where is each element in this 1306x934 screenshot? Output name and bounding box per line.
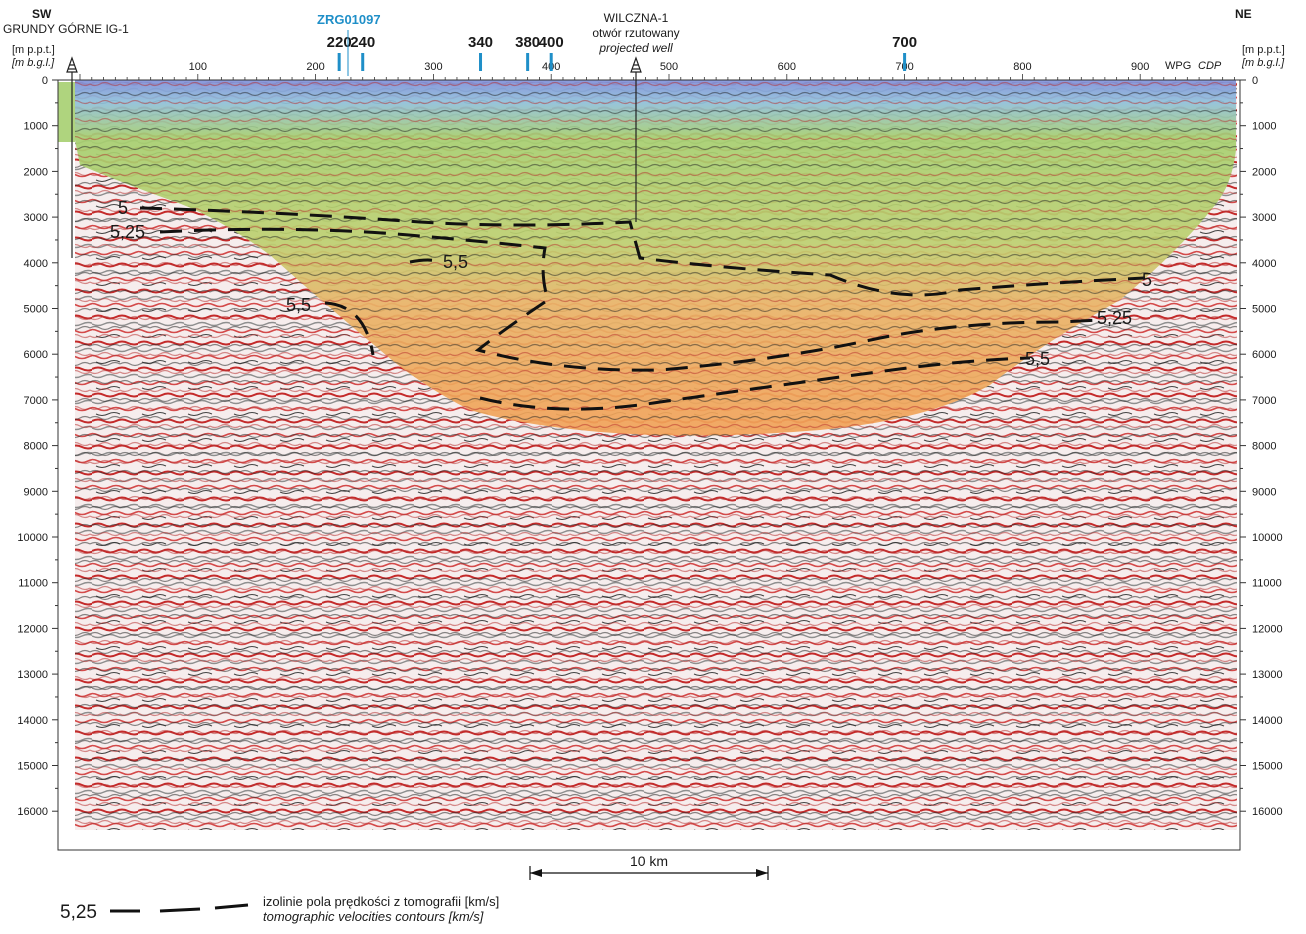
center-well-en: projected well <box>598 41 673 55</box>
depth-axis-left: 0 1000 2000 3000 4000 5000 6000 7000 8000 9000 100… <box>17 75 58 818</box>
depth-tick-left: 10000 <box>17 532 48 544</box>
depth-tick-right: 3000 <box>1252 212 1276 224</box>
cdp-wpg-label: WPG <box>1165 60 1191 72</box>
depth-tick-right: 14000 <box>1252 715 1283 727</box>
crossing-marker-label: 220 <box>327 34 352 51</box>
crossing-marker-tick <box>479 53 483 71</box>
contour-label-525-left: 5,25 <box>110 222 145 242</box>
crossing-marker-label: 240 <box>350 34 375 51</box>
contour-5-5-upper <box>409 258 441 264</box>
depth-tick-right: 12000 <box>1252 623 1283 635</box>
contour-5-25 <box>159 227 1101 372</box>
crossing-marker-tick <box>526 53 530 71</box>
contour-label-55-left: 5,5 <box>286 295 311 315</box>
depth-tick-right: 10000 <box>1252 532 1283 544</box>
crossing-marker-label: 340 <box>468 34 493 51</box>
crossing-marker-label: 400 <box>539 34 564 51</box>
depth-tick-right: 16000 <box>1252 806 1283 818</box>
depth-tick-left: 7000 <box>24 395 48 407</box>
left-well-name: GRUNDY GÓRNE IG-1 <box>3 21 129 36</box>
legend: 5,25 izolinie pola prędkości z tomografi… <box>60 894 499 924</box>
depth-tick-left: 6000 <box>24 349 48 361</box>
depth-axis-right: 0 1000 2000 3000 4000 5000 6000 7000 8000 9000 100… <box>1240 75 1283 818</box>
depth-tick-right: 13000 <box>1252 669 1283 681</box>
depth-tick-left: 3000 <box>24 212 48 224</box>
velocity-contours <box>139 206 1146 411</box>
depth-tick-right: 6000 <box>1252 349 1276 361</box>
cdp-tick-label: 900 <box>1131 61 1149 73</box>
depth-tick-right: 9000 <box>1252 486 1276 498</box>
cdp-tick-label: 300 <box>424 61 442 73</box>
depth-tick-right: 7000 <box>1252 395 1276 407</box>
depth-tick-right: 11000 <box>1252 578 1282 590</box>
legend-sample-value: 5,25 <box>60 902 97 923</box>
center-well-pl: otwór rzutowany <box>592 26 679 40</box>
cdp-axis: 100200300400500600700800900 <box>79 61 1235 80</box>
cdp-tick-label: 800 <box>1013 61 1031 73</box>
cdp-tick-label: 500 <box>660 61 678 73</box>
direction-sw: SW <box>32 7 52 21</box>
depth-tick-left: 16000 <box>17 806 48 818</box>
depth-tick-left: 15000 <box>17 761 48 773</box>
center-well-name: WILCZNA-1 <box>604 11 669 25</box>
well-icon-left <box>66 56 78 73</box>
crossing-marker-tick <box>337 53 341 71</box>
cdp-label: CDP <box>1198 60 1222 72</box>
contour-label-55-upper: 5,5 <box>443 252 468 272</box>
units-left-bottom: [m b.g.l.] <box>11 57 55 69</box>
crossing-marker-label: 700 <box>892 34 917 51</box>
legend-text-pl: izolinie pola prędkości z tomografii [km… <box>263 894 499 909</box>
scale-bar: 10 km <box>529 853 769 880</box>
crossing-marker-tick <box>549 53 553 71</box>
contour-label-55-right: 5,5 <box>1025 349 1050 369</box>
depth-tick-left: 5000 <box>24 304 48 316</box>
crossing-marker-label: 380 <box>515 34 540 51</box>
depth-tick-right: 5000 <box>1252 304 1276 316</box>
depth-tick-left: 1000 <box>24 121 48 133</box>
section-frame <box>57 79 1241 851</box>
depth-tick-right: 1000 <box>1252 121 1276 133</box>
cdp-tick-label: 100 <box>189 61 207 73</box>
depth-tick-right: 15000 <box>1252 761 1283 773</box>
depth-tick-right: 0 <box>1252 75 1258 87</box>
depth-tick-left: 13000 <box>17 669 48 681</box>
units-left-top: [m p.p.t.] <box>12 44 55 56</box>
depth-tick-left: 12000 <box>17 623 48 635</box>
cdp-tick-label: 200 <box>306 61 324 73</box>
contour-label-525-right: 5,25 <box>1097 308 1132 328</box>
depth-tick-left: 11000 <box>18 578 48 590</box>
depth-tick-right: 8000 <box>1252 441 1276 453</box>
depth-tick-right: 2000 <box>1252 166 1276 178</box>
crossing-marker-tick <box>361 53 365 71</box>
crossing-profile-label: ZRG01097 <box>317 12 381 27</box>
crossing-marker-tick <box>903 53 907 71</box>
depth-tick-left: 0 <box>42 75 48 87</box>
units-right-top: [m p.p.t.] <box>1242 44 1285 56</box>
scale-bar-label: 10 km <box>630 853 668 869</box>
legend-text-en: tomographic velocities contours [km/s] <box>263 909 484 924</box>
contour-label-5-left: 5 <box>118 198 128 218</box>
depth-tick-left: 2000 <box>24 166 48 178</box>
units-right-bottom: [m b.g.l.] <box>1241 57 1285 69</box>
well-icon-center <box>630 56 642 73</box>
contour-label-5-right: 5 <box>1142 270 1152 290</box>
depth-tick-right: 4000 <box>1252 258 1276 270</box>
depth-tick-left: 8000 <box>24 441 48 453</box>
depth-tick-left: 14000 <box>17 715 48 727</box>
depth-tick-left: 4000 <box>24 258 48 270</box>
cdp-tick-label: 600 <box>778 61 796 73</box>
contour-5-5 <box>324 301 1031 411</box>
contour-5 <box>139 206 1146 297</box>
depth-tick-left: 9000 <box>24 486 48 498</box>
direction-ne: NE <box>1235 7 1252 21</box>
